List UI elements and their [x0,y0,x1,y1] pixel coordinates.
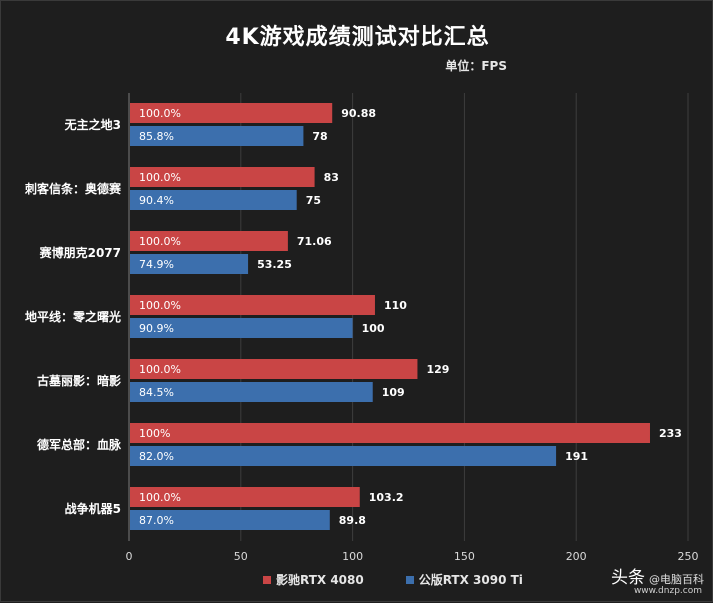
legend-item-rtx3090ti: 公版RTX 3090 Ti [405,571,523,588]
value-label-rtx4080-5: 233 [659,427,682,440]
legend-label-rtx4080: 影驰RTX 4080 [276,573,364,587]
legend: 影驰RTX 4080 公版RTX 3090 Ti [263,571,523,588]
bar-rtx4080-2 [130,231,288,251]
value-label-rtx3090ti-3: 100 [362,322,385,335]
percent-label-rtx3090ti-2: 74.9% [139,258,174,271]
percent-label-rtx4080-2: 100.0% [139,235,181,248]
bar-rtx3090ti-3 [130,318,353,338]
category-label-6: 战争机器5 [65,501,121,516]
category-label-2: 赛博朋克2077 [39,245,121,260]
percent-label-rtx3090ti-6: 87.0% [139,514,174,527]
value-label-rtx3090ti-4: 109 [382,386,405,399]
x-tick-label-50: 50 [234,550,248,563]
percent-label-rtx4080-1: 100.0% [139,171,181,184]
value-label-rtx3090ti-5: 191 [565,450,588,463]
percent-label-rtx3090ti-0: 85.8% [139,130,174,143]
value-label-rtx3090ti-2: 53.25 [257,258,292,271]
watermark-brand: 头条 [611,568,645,588]
percent-label-rtx4080-6: 100.0% [139,491,181,504]
value-label-rtx4080-4: 129 [426,363,449,376]
percent-label-rtx3090ti-5: 82.0% [139,450,174,463]
bar-rtx4080-3 [130,295,375,315]
value-label-rtx4080-2: 71.06 [297,235,332,248]
legend-item-rtx4080: 影驰RTX 4080 [263,571,364,588]
bar-rtx3090ti-4 [130,382,373,402]
x-tick-label-250: 250 [678,550,699,563]
x-tick-label-150: 150 [454,550,475,563]
bar-rtx3090ti-6 [130,510,330,530]
legend-swatch-rtx4080 [263,575,271,584]
category-label-5: 德军总部：血脉 [37,437,122,452]
unit-label: 单位：FPS [445,59,507,73]
bar-rtx4080-4 [130,359,418,379]
value-label-rtx4080-6: 103.2 [369,491,404,504]
percent-label-rtx4080-0: 100.0% [139,107,181,120]
watermark-url: www.dnzp.com [633,586,702,596]
percent-label-rtx4080-5: 100% [139,427,170,440]
x-tick-label-200: 200 [566,550,587,563]
percent-label-rtx3090ti-3: 90.9% [139,322,174,335]
bar-rtx3090ti-1 [130,190,297,210]
chart-title: 4K游戏成绩测试对比汇总 [225,25,490,50]
watermark: 头条 @电脑百科 [611,563,704,588]
bar-rtx4080-1 [130,167,315,187]
percent-label-rtx3090ti-1: 90.4% [139,194,174,207]
bar-rtx3090ti-0 [130,126,304,146]
x-tick-label-100: 100 [342,550,363,563]
value-label-rtx3090ti-1: 75 [306,194,321,207]
bar-rtx4080-6 [130,487,360,507]
legend-swatch-rtx3090ti [405,575,414,584]
bar-rtx3090ti-2 [130,254,249,274]
watermark-handle: @电脑百科 [649,573,704,586]
value-label-rtx4080-1: 83 [324,171,339,184]
bar-rtx4080-5 [130,423,650,443]
bar-rtx4080-0 [130,103,333,123]
category-label-3: 地平线：零之曙光 [25,309,121,324]
value-label-rtx3090ti-0: 78 [312,130,327,143]
x-tick-label-0: 0 [126,550,133,563]
category-label-4: 古墓丽影：暗影 [37,373,121,388]
bar-rtx3090ti-5 [130,446,557,466]
percent-label-rtx3090ti-4: 84.5% [139,386,174,399]
category-label-1: 刺客信条：奥德赛 [24,181,122,196]
percent-label-rtx4080-3: 100.0% [139,299,181,312]
legend-label-rtx3090ti: 公版RTX 3090 Ti [418,573,523,587]
category-label-0: 无主之地3 [64,117,121,132]
value-label-rtx4080-0: 90.88 [341,107,376,120]
percent-label-rtx4080-4: 100.0% [139,363,181,376]
value-label-rtx4080-3: 110 [384,299,407,312]
value-label-rtx3090ti-6: 89.8 [339,514,366,527]
